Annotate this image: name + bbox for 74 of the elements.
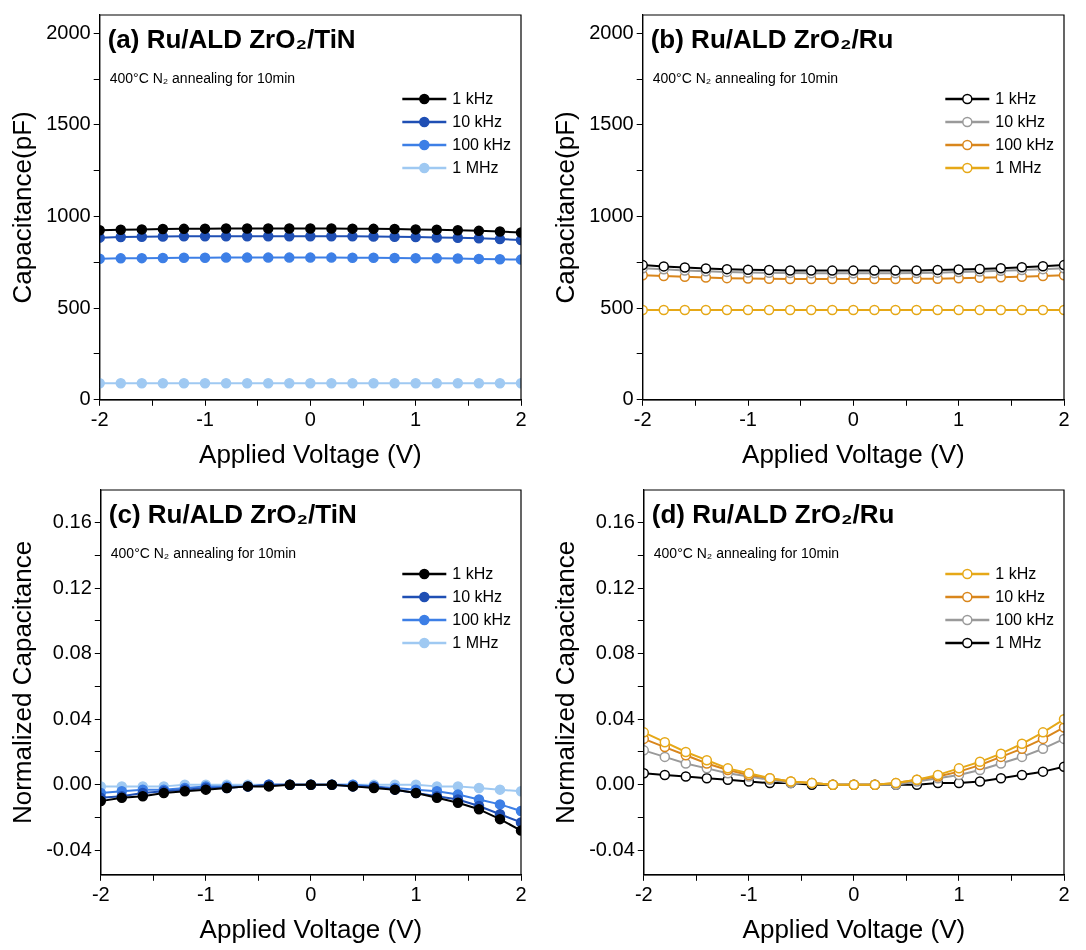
x-tick-label: -1 (739, 883, 758, 906)
x-tick-label: -1 (739, 408, 757, 431)
x-tick-label: 2 (515, 408, 527, 431)
legend-label: 10 kHz (452, 588, 503, 606)
x-tick-label: -1 (196, 408, 214, 431)
x-tick-label: 0 (848, 883, 860, 906)
x-tick-label: -2 (633, 408, 652, 431)
x-tick-label: 0 (304, 408, 316, 431)
x-axis-title: Applied Voltage (V) (742, 913, 966, 944)
legend-label: 1 kHz (995, 565, 1037, 583)
legend-label: 1 kHz (995, 90, 1037, 108)
annotation: 400°C N₂ annealing for 10min (652, 69, 839, 86)
y-tick-label: 0.08 (595, 641, 635, 664)
legend-label: 100 kHz (995, 611, 1055, 629)
annotation: 400°C N₂ annealing for 10min (109, 69, 296, 86)
x-tick-label: -2 (634, 883, 653, 906)
y-axis-title: Capacitance(pF) (549, 111, 580, 304)
y-tick-label: 0 (622, 387, 634, 410)
legend-label: 1 MHz (452, 159, 499, 177)
x-tick-label: 2 (515, 883, 527, 906)
chart-title: (a) Ru/ALD ZrO₂/TiN (107, 24, 356, 55)
y-tick-label: 0.08 (52, 641, 92, 664)
x-tick-label: 1 (953, 408, 965, 431)
legend-label: 1 kHz (452, 90, 494, 108)
legend-label: 1 MHz (452, 634, 499, 652)
legend-label: 1 MHz (995, 159, 1042, 177)
x-tick-label: 1 (410, 408, 422, 431)
legend-label: 100 kHz (452, 136, 512, 154)
legend-label: 100 kHz (452, 611, 512, 629)
x-tick-label: -1 (196, 883, 215, 906)
y-tick-label: -0.04 (46, 837, 92, 860)
legend-label: 1 kHz (452, 565, 494, 583)
x-tick-label: 2 (1058, 883, 1070, 906)
y-tick-label: 500 (600, 295, 634, 318)
legend-label: 1 MHz (995, 634, 1042, 652)
x-axis-title: Applied Voltage (V) (199, 913, 423, 944)
legend-label: 100 kHz (995, 136, 1055, 154)
chart-title: (d) Ru/ALD ZrO₂/Ru (651, 499, 895, 530)
x-tick-label: 1 (410, 883, 422, 906)
y-tick-label: 1000 (589, 204, 634, 227)
y-tick-label: 0.04 (52, 706, 92, 729)
y-tick-label: 0.00 (52, 772, 92, 795)
x-axis-title: Applied Voltage (V) (199, 438, 422, 469)
y-tick-label: 500 (57, 295, 91, 318)
y-axis-title: Capacitance(pF) (6, 111, 37, 304)
x-tick-label: 0 (305, 883, 317, 906)
y-tick-label: 0.04 (595, 706, 635, 729)
legend-label: 10 kHz (995, 113, 1046, 131)
y-tick-label: 2000 (589, 20, 634, 43)
annotation: 400°C N₂ annealing for 10min (110, 544, 297, 561)
x-tick-label: 1 (953, 883, 965, 906)
y-tick-label: -0.04 (589, 837, 635, 860)
y-tick-label: 1000 (46, 204, 91, 227)
y-tick-label: 0.16 (595, 510, 635, 533)
annotation: 400°C N₂ annealing for 10min (653, 544, 840, 561)
legend-label: 10 kHz (452, 113, 503, 131)
y-axis-title: Normalized Capacitance (549, 540, 580, 825)
x-axis-title: Applied Voltage (V) (742, 438, 965, 469)
x-tick-label: -2 (90, 408, 109, 431)
chart-title: (b) Ru/ALD ZrO₂/Ru (650, 24, 894, 55)
x-tick-label: -2 (91, 883, 110, 906)
y-tick-label: 0 (79, 387, 91, 410)
y-tick-label: 1500 (589, 112, 634, 135)
y-tick-label: 0.12 (595, 575, 635, 598)
y-tick-label: 0.16 (52, 510, 92, 533)
y-tick-label: 2000 (46, 20, 91, 43)
y-tick-label: 1500 (46, 112, 91, 135)
x-tick-label: 2 (1058, 408, 1070, 431)
y-axis-title: Normalized Capacitance (6, 540, 37, 825)
legend-label: 10 kHz (995, 588, 1046, 606)
y-tick-label: 0.12 (52, 575, 92, 598)
x-tick-label: 0 (847, 408, 859, 431)
y-tick-label: 0.00 (595, 772, 635, 795)
chart-title: (c) Ru/ALD ZrO₂/TiN (108, 499, 357, 530)
